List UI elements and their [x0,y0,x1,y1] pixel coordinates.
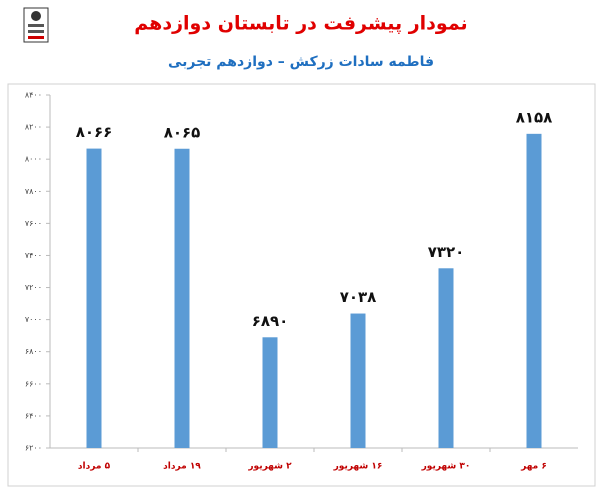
x-tick-label: ۱۶ شهریور [333,462,383,472]
y-tick-label: ۶۴۰۰ [25,411,42,420]
value-label: ۷۰۳۸ [340,288,377,306]
x-tick-label: ۵ مرداد [78,462,111,472]
y-tick-label: ۶۲۰۰ [25,444,42,453]
bar [438,268,454,448]
y-tick-label: ۷۲۰۰ [25,283,42,292]
bar [526,133,542,448]
y-tick-label: ۸۲۰۰ [25,123,42,132]
y-tick-label: ۸۴۰۰ [25,91,42,100]
bar [174,148,190,449]
value-label: ۸۰۶۵ [164,123,201,141]
y-tick-label: ۸۰۰۰ [25,155,42,164]
bar [262,337,278,448]
x-tick-label: ۶ مهر [520,462,547,472]
bar [86,148,102,449]
x-tick-label: ۳۰ شهریور [421,462,471,472]
value-label: ۸۰۶۶ [76,123,113,141]
x-tick-label: ۲ شهریور [247,462,292,472]
value-label: ۷۳۲۰ [428,243,465,261]
bar [350,313,366,448]
value-label: ۸۱۵۸ [516,108,553,126]
x-tick-label: ۱۹ مرداد [163,462,201,472]
logo [23,7,49,43]
chart-title: نمودار پیشرفت در تابستان دوازدهم [134,13,467,35]
y-tick-label: ۷۶۰۰ [25,219,42,228]
y-tick-label: ۷۸۰۰ [25,187,42,196]
chart-frame [7,83,596,487]
y-tick-label: ۷۴۰۰ [25,251,42,260]
chart-subtitle: فاطمه سادات زرکش – دوازدهم تجربی [168,54,434,70]
y-tick-label: ۶۸۰۰ [25,347,42,356]
y-tick-label: ۷۰۰۰ [25,315,42,324]
y-tick-label: ۶۶۰۰ [25,379,42,388]
value-label: ۶۸۹۰ [252,312,289,330]
